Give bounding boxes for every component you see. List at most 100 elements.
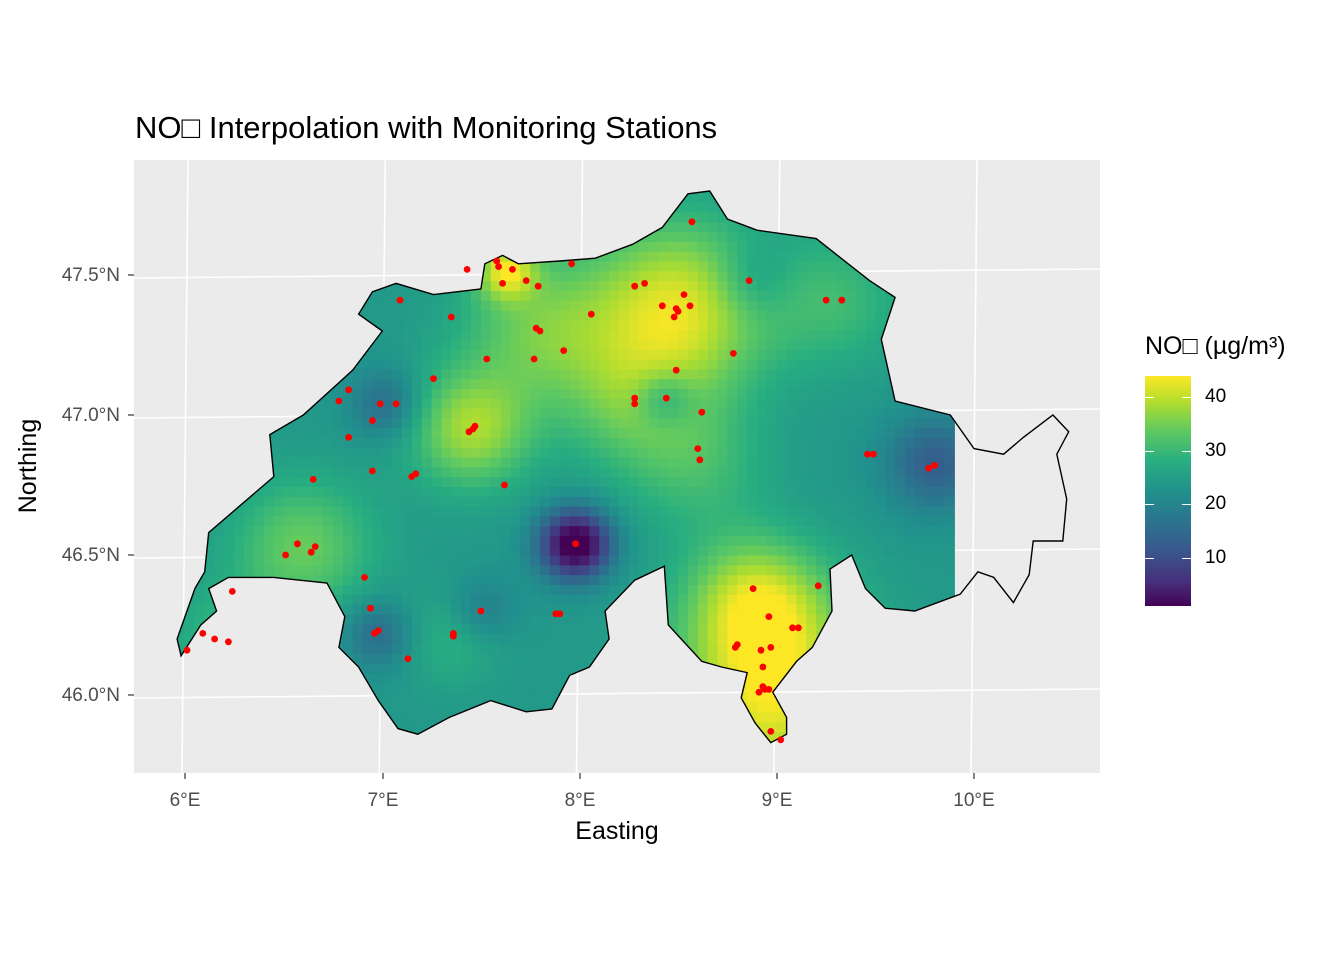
raster-cell (697, 486, 709, 497)
raster-cell (806, 457, 817, 468)
raster-cell (332, 525, 344, 536)
raster-cell (835, 270, 847, 282)
raster-cell (569, 359, 581, 370)
raster-cell (471, 319, 482, 331)
raster-cell (471, 368, 482, 380)
raster-cell (402, 290, 413, 301)
raster-cell (579, 398, 590, 409)
raster-cell (559, 672, 571, 683)
raster-cell (480, 437, 492, 448)
raster-cell (273, 525, 285, 536)
raster-cell (855, 476, 867, 487)
raster-cell (480, 496, 492, 507)
raster-cell (895, 417, 906, 429)
raster-cell (599, 329, 610, 340)
raster-cell (382, 662, 393, 674)
raster-cell (668, 574, 679, 585)
raster-cell (303, 535, 314, 546)
raster-cell (421, 290, 433, 301)
raster-cell (421, 398, 433, 409)
raster-cell (737, 633, 748, 644)
raster-cell (411, 613, 423, 625)
raster-cell (461, 339, 472, 350)
raster-cell (441, 672, 452, 683)
raster-cell (707, 319, 719, 331)
raster-cell (766, 623, 778, 634)
raster-cell (816, 388, 827, 399)
raster-cell (668, 378, 679, 389)
raster-cell (757, 417, 768, 429)
raster-cell (540, 633, 551, 644)
station-point (228, 588, 236, 595)
raster-cell (609, 359, 620, 370)
raster-cell (766, 310, 778, 321)
raster-cell (520, 702, 531, 713)
raster-cell (500, 310, 512, 321)
raster-cell (569, 486, 581, 497)
raster-cell (609, 555, 620, 566)
raster-cell (678, 300, 689, 311)
raster-cell (609, 476, 620, 487)
station-point (765, 686, 773, 693)
raster-cell (530, 604, 541, 615)
raster-cell (885, 555, 896, 566)
raster-cell (323, 398, 334, 409)
raster-cell (313, 506, 324, 517)
raster-cell (638, 457, 650, 468)
raster-cell (796, 300, 807, 311)
raster-cell (352, 437, 364, 448)
raster-cell (402, 310, 413, 321)
raster-cell (855, 398, 867, 409)
raster-cell (431, 388, 443, 399)
raster-cell (796, 643, 807, 654)
raster-cell (865, 280, 876, 291)
raster-cell (402, 398, 413, 409)
raster-cell (490, 466, 502, 478)
raster-cell (628, 427, 640, 438)
raster-cell (451, 349, 462, 360)
raster-cell (441, 574, 452, 585)
raster-cell (451, 643, 462, 654)
raster-cell (885, 515, 896, 527)
raster-cell (737, 525, 748, 536)
raster-cell (540, 496, 551, 507)
raster-cell (865, 564, 876, 576)
raster-cell (569, 584, 581, 595)
raster-cell (431, 310, 443, 321)
raster-cell (757, 447, 768, 458)
raster-cell (411, 662, 423, 674)
raster-cell (392, 594, 403, 605)
raster-cell (766, 290, 778, 301)
raster-cell (500, 672, 512, 683)
legend-tick-label: 40 (1205, 386, 1227, 408)
raster-cell (786, 535, 798, 546)
raster-cell (658, 525, 669, 536)
raster-cell (372, 613, 383, 625)
raster-cell (668, 437, 679, 448)
raster-cell (204, 594, 216, 605)
raster-cell (737, 398, 748, 409)
raster-cell (944, 466, 955, 478)
raster-cell (303, 466, 314, 478)
raster-cell (402, 702, 413, 713)
raster-cell (924, 574, 936, 585)
raster-cell (323, 427, 334, 438)
raster-cell (786, 506, 798, 517)
raster-cell (451, 378, 462, 389)
raster-cell (589, 643, 600, 654)
raster-cell (234, 535, 245, 546)
raster-cell (855, 368, 867, 380)
raster-cell (747, 564, 758, 576)
raster-cell (352, 506, 364, 517)
station-point (822, 296, 830, 304)
raster-cell (411, 319, 423, 331)
raster-cell (510, 378, 521, 389)
raster-cell (875, 300, 886, 311)
raster-cell (500, 408, 512, 419)
raster-cell (382, 398, 393, 409)
raster-cell (599, 339, 610, 350)
raster-cell (688, 408, 699, 419)
raster-cell (766, 721, 778, 732)
raster-cell (618, 270, 630, 282)
raster-cell (914, 574, 926, 585)
